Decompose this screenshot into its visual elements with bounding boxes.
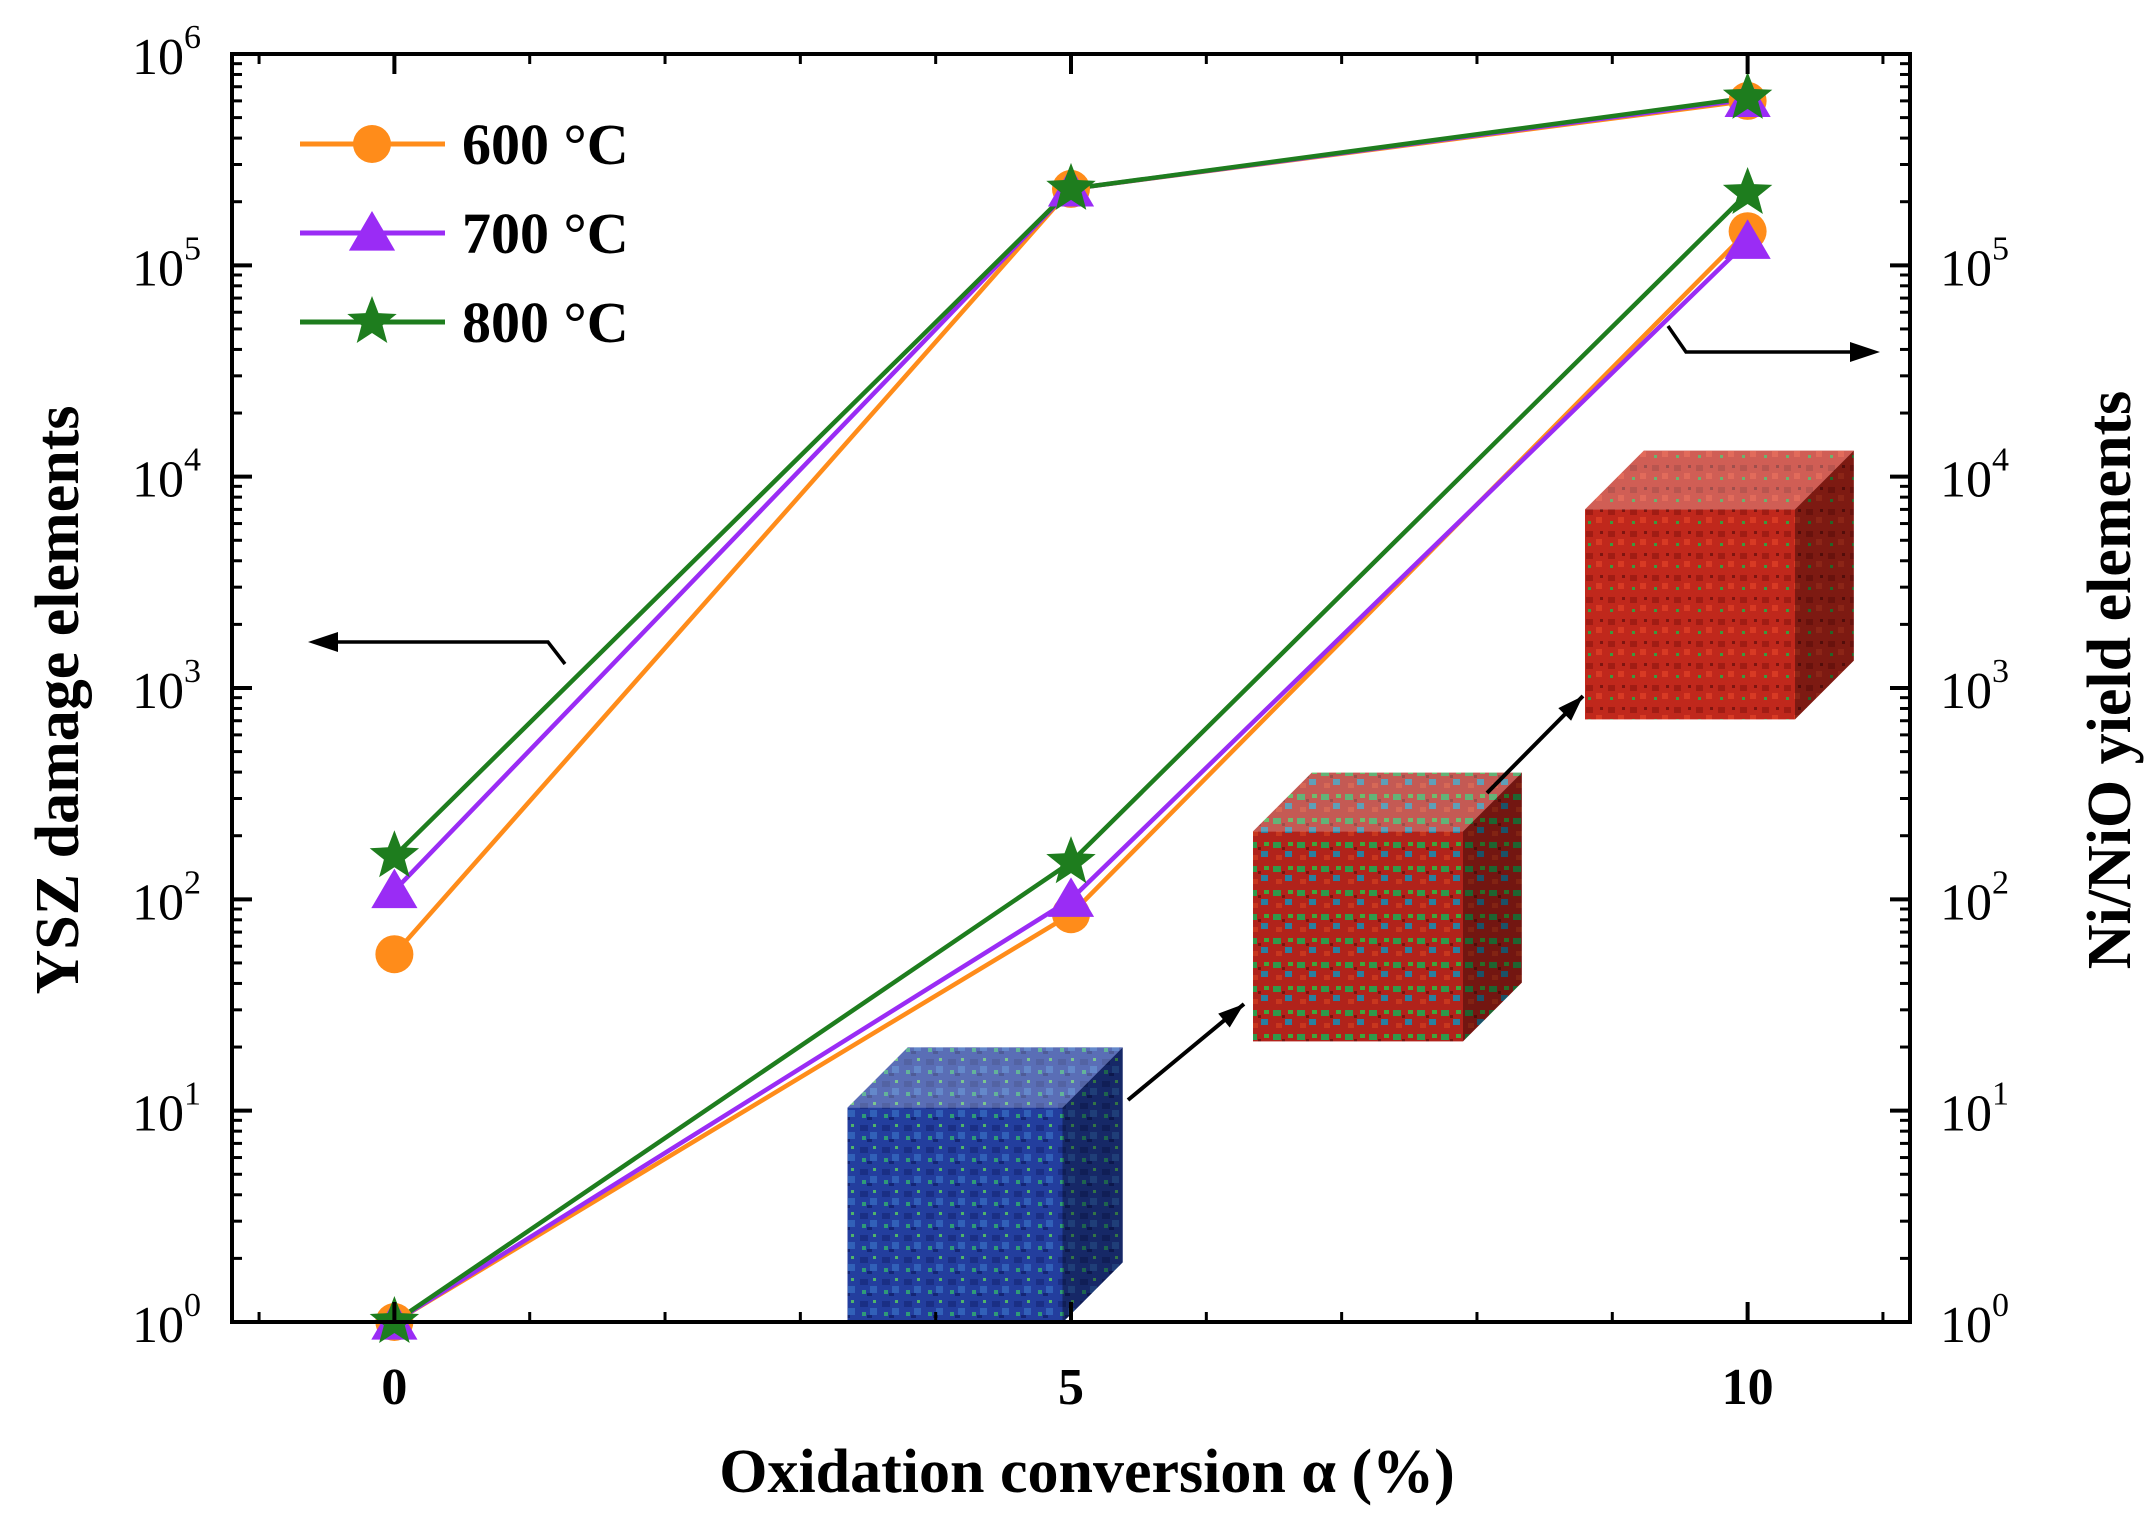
inset-cube-mixed-top-shade [1253, 772, 1522, 832]
legend: 600 °C 700 °C 800 °C [300, 112, 629, 355]
inset-cube-red [1585, 450, 1854, 720]
inset-cube-blue-top-shade [847, 1047, 1123, 1108]
data-point-700-left [371, 868, 418, 909]
inset-cube-mixed-front [1253, 831, 1463, 1042]
axis-ticks: 1001011021031041051061001011021031041050… [132, 19, 2009, 1416]
inset-cube-red-side-shade [1795, 450, 1854, 720]
arrow-inset-1-head [1218, 1004, 1244, 1028]
x-tick-label: 5 [1058, 1359, 1084, 1416]
data-point-800-right [1046, 836, 1096, 884]
y-right-tick-label: 103 [1940, 653, 2009, 720]
x-tick-label: 0 [381, 1359, 407, 1416]
arrow-right-head [1850, 342, 1880, 362]
y-left-tick-label: 104 [132, 442, 201, 509]
data-point-700-right [1724, 219, 1771, 259]
x-axis-title: Oxidation conversion α (%) [719, 1438, 1455, 1506]
data-point-800-left [1046, 162, 1096, 210]
arrow-right-shaft [1666, 325, 1853, 354]
legend-label-800: 800 °C [462, 290, 629, 355]
inset-cube-mixed-top [1253, 772, 1522, 832]
y-axis-left-title: YSZ damage elements [24, 406, 92, 995]
inset-cube-blue-front [847, 1107, 1063, 1323]
inset-cube-red-top-shade [1585, 450, 1854, 510]
data-point-700-right [1047, 877, 1095, 917]
annotation-arrows [308, 325, 1880, 1102]
y-right-tick-label: 104 [1940, 442, 2009, 509]
y-left-tick-label: 102 [132, 864, 201, 931]
inset-cube-blue-side [1062, 1047, 1123, 1323]
inset-cube-red-side [1795, 450, 1854, 720]
data-point-800-left [1722, 71, 1773, 119]
inset-cube-blue-top [847, 1047, 1123, 1108]
legend-label-600: 600 °C [462, 112, 629, 177]
y-right-tick-label: 102 [1940, 864, 2009, 931]
inset-images [847, 450, 1854, 1323]
inset-cube-blue [847, 1047, 1123, 1323]
legend-label-700: 700 °C [462, 201, 629, 266]
y-right-tick-label: 105 [1940, 230, 2009, 297]
data-point-800-right [1722, 167, 1773, 214]
y-left-tick-label: 103 [132, 653, 201, 720]
inset-cube-mixed-side [1463, 772, 1522, 1042]
legend-marker-700 [348, 211, 396, 251]
y-left-tick-label: 101 [132, 1076, 201, 1143]
y-right-tick-label: 100 [1940, 1287, 2009, 1354]
inset-cube-mixed-side-shade [1463, 772, 1522, 1042]
y-left-tick-label: 105 [132, 230, 201, 297]
arrow-inset-2-head [1558, 696, 1583, 721]
legend-marker-800 [347, 296, 397, 343]
inset-cube-red-top [1585, 450, 1854, 510]
arrow-left-head [308, 632, 338, 652]
arrow-left-shaft [335, 640, 567, 666]
y-left-tick-label: 100 [132, 1287, 201, 1354]
inset-cube-mixed [1253, 772, 1522, 1042]
y-left-tick-label: 106 [132, 19, 201, 86]
inset-cube-blue-side-shade [1062, 1047, 1123, 1323]
data-point-800-left [369, 830, 420, 878]
inset-cube-red-front [1585, 509, 1795, 720]
data-point-600-left [375, 935, 414, 974]
legend-marker-600 [353, 125, 391, 163]
x-tick-label: 10 [1722, 1359, 1774, 1416]
y-right-tick-label: 101 [1940, 1076, 2009, 1143]
y-axis-right-title: Ni/NiO yield elements [2076, 391, 2144, 970]
